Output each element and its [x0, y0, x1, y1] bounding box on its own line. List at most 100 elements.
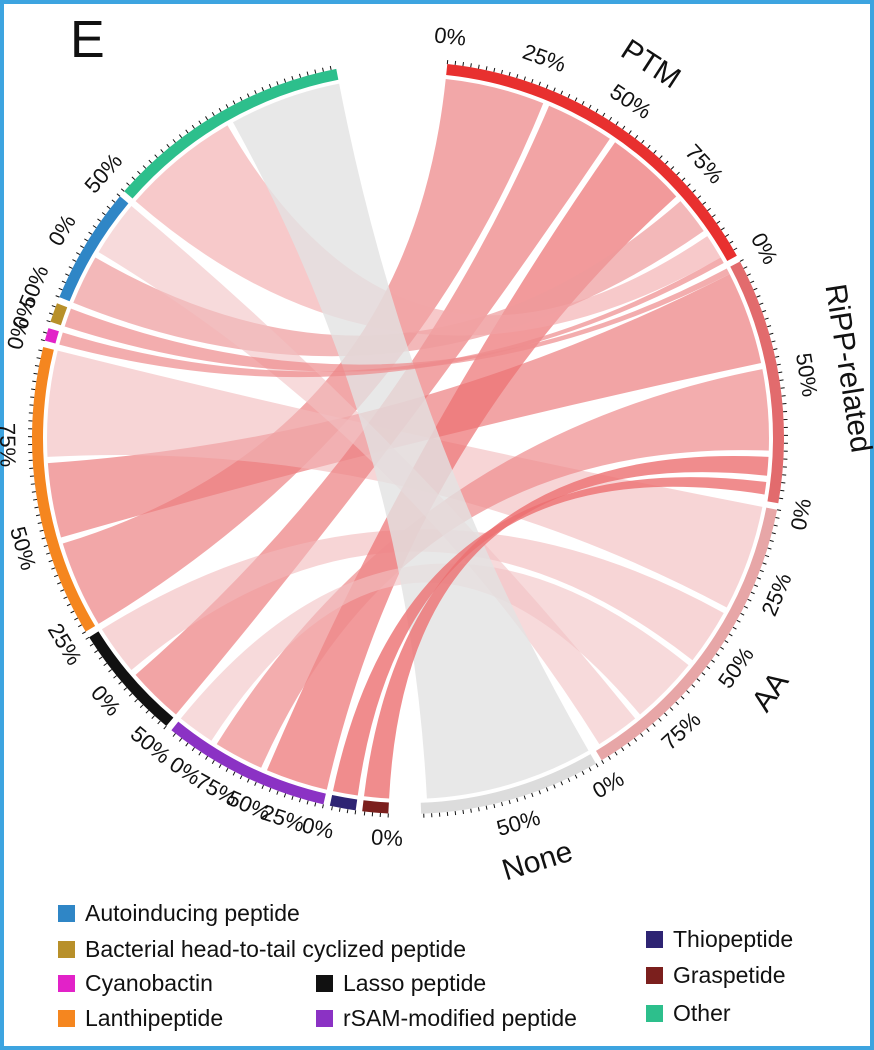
tick-mark: [485, 805, 488, 810]
tick-mark: [298, 798, 302, 803]
legend-swatch: [646, 967, 663, 984]
tick-mark: [185, 129, 189, 134]
segment-arc-bacterial-head-to-tail-cyclized-peptide: [50, 303, 68, 326]
tick-mark: [780, 489, 785, 492]
tick-mark: [55, 295, 60, 298]
tick-mark: [516, 74, 519, 79]
tick-mark: [139, 704, 144, 708]
legend-label: Cyanobactin: [85, 970, 213, 996]
segment-arc-rsam-modified-peptide: [171, 721, 326, 805]
tick-label: 25%: [519, 39, 569, 77]
legend-swatch: [646, 1005, 663, 1022]
tick-mark: [725, 233, 730, 237]
tick-mark: [261, 784, 264, 790]
tick-mark: [701, 672, 706, 676]
legend-item-cyanobactin: Cyanobactin: [58, 970, 213, 997]
tick-mark: [553, 87, 556, 92]
ribbon-rsam-modified-peptide-to-ptm: [266, 142, 677, 790]
tick-mark: [51, 305, 56, 308]
ribbon-rsam-modified-peptide-to-ripp-related: [216, 369, 769, 768]
tick-mark: [35, 514, 41, 517]
legend-item-autoinducing: Autoinducing peptide: [58, 900, 300, 927]
tick-mark: [123, 687, 128, 691]
tick-mark: [560, 781, 564, 786]
tick-mark: [756, 577, 762, 580]
tick-mark: [145, 709, 150, 714]
tick-mark: [72, 259, 77, 262]
legend-label: Bacterial head-to-tail cyclized peptide: [85, 936, 466, 962]
tick-mark: [697, 195, 702, 199]
tick-label: 50%: [126, 721, 176, 768]
legend-label: Thiopeptide: [673, 926, 794, 952]
tick-mark: [501, 802, 503, 807]
tick-mark: [331, 806, 333, 811]
tick-mark: [691, 684, 696, 688]
legend-swatch: [58, 941, 75, 958]
tick-mark: [239, 96, 243, 101]
segment-arc-lasso-peptide: [89, 631, 174, 727]
tick-mark: [246, 93, 250, 98]
tick-mark: [113, 675, 117, 679]
segment-arc-cyanobactin: [44, 328, 59, 344]
tick-mark: [729, 240, 734, 244]
ribbon-lanthipeptide-to-ptm: [62, 78, 544, 624]
tick-mark: [750, 280, 755, 284]
tick-mark: [746, 273, 751, 276]
tick-mark: [553, 784, 556, 789]
tick-mark: [98, 656, 103, 660]
ribbon-other-to-none: [232, 83, 589, 799]
tick-mark: [191, 747, 195, 752]
tick-mark: [538, 790, 541, 795]
tick-mark: [34, 506, 39, 509]
tick-mark: [750, 591, 755, 595]
tick-mark: [166, 144, 170, 148]
tick-mark: [106, 205, 111, 209]
tick-mark: [65, 273, 70, 276]
tick-mark: [276, 81, 279, 86]
tick-mark: [268, 84, 272, 89]
tick-mark: [470, 63, 472, 68]
tick-mark: [211, 112, 215, 116]
tick-mark: [669, 707, 674, 711]
tick-mark: [516, 797, 519, 802]
tick-mark: [118, 681, 122, 685]
tick-mark: [664, 712, 668, 717]
group-label-ripp-related: RiPP-related: [818, 282, 874, 455]
tick-mark: [46, 320, 51, 323]
segment-arc-none: [420, 754, 596, 814]
tick-mark: [776, 363, 781, 366]
tick-mark: [501, 69, 503, 74]
tick-mark: [753, 584, 758, 587]
tick-mark: [780, 387, 785, 389]
tick-mark: [89, 643, 94, 647]
tick-mark: [34, 365, 40, 367]
tick-mark: [759, 569, 764, 573]
tick-label: 50%: [494, 805, 543, 841]
tick-mark: [78, 624, 82, 628]
tick-mark: [322, 804, 324, 809]
legend-item-lasso: Lasso peptide: [316, 970, 486, 997]
tick-mark: [120, 188, 125, 192]
legend-item-lanthipeptide: Lanthipeptide: [58, 1005, 223, 1032]
group-label-aa: AA: [745, 666, 795, 718]
tick-label: 50%: [5, 524, 41, 573]
tick-mark: [116, 193, 121, 197]
tick-mark: [33, 372, 38, 375]
tick-mark: [653, 150, 657, 154]
tick-mark: [493, 803, 496, 809]
tick-mark: [595, 108, 599, 113]
tick-mark: [659, 155, 663, 159]
tick-mark: [567, 93, 571, 98]
tick-mark: [676, 171, 680, 176]
tick-mark: [134, 698, 138, 703]
panel-label: E: [70, 11, 105, 69]
tick-mark: [622, 125, 626, 130]
tick-mark: [322, 67, 324, 72]
ribbon-other-to-ptm: [135, 125, 721, 336]
legend-label: Other: [673, 1000, 731, 1026]
tick-mark: [131, 176, 136, 181]
tick-mark: [687, 183, 691, 187]
tick-mark: [205, 116, 209, 121]
tick-mark: [647, 144, 651, 149]
tick-mark: [82, 631, 86, 635]
